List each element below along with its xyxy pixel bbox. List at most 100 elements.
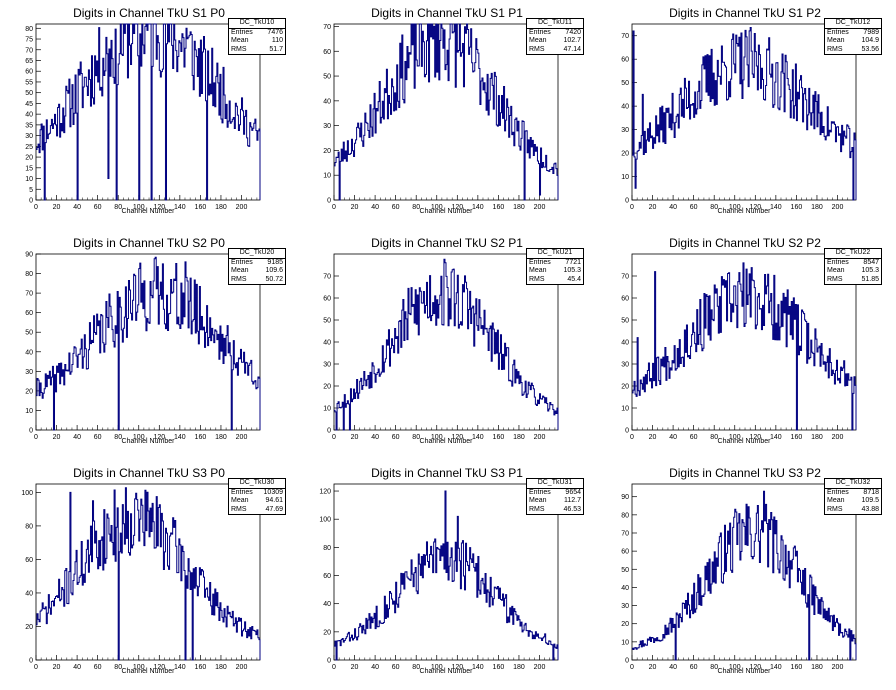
- stats-box: DC_TkU32 Entries 8718 Mean 109.5 RMS 43.88: [824, 478, 882, 516]
- x-tick-label: 0: [332, 434, 336, 441]
- stats-row-mean: Mean 109.6: [229, 267, 285, 276]
- x-tick-label: 40: [371, 204, 379, 211]
- y-tick-label: 70: [25, 47, 33, 54]
- stats-row-entries: Entries 9185: [229, 259, 285, 268]
- stats-row-entries: Entries 7476: [229, 29, 285, 38]
- y-tick-label: 0: [29, 198, 33, 205]
- histogram-pad: Digits in Channel TkU S3 P1 0 20 40 60 80 100 1…: [298, 460, 596, 690]
- x-tick-label: 0: [332, 204, 336, 211]
- histogram-plot: 0 20 40 60 80 100 120 140 160 180 200 0 20 40 60 80 100 1…: [319, 483, 559, 671]
- plot-frame: [333, 23, 559, 201]
- x-tick-label: 120: [749, 664, 761, 671]
- y-tick-label: 80: [25, 523, 33, 530]
- stats-label: Entries: [529, 488, 551, 496]
- y-tick-label: 80: [25, 26, 33, 33]
- y-tick-label: 50: [621, 80, 629, 87]
- stats-row-rms: RMS 51.7: [229, 46, 285, 55]
- x-tick-label: 20: [351, 434, 359, 441]
- x-tick-label: 40: [371, 434, 379, 441]
- chart-title: Digits in Channel TkU S1 P2: [669, 6, 821, 20]
- x-tick-label: 80: [114, 204, 122, 211]
- y-tick-label: 0: [625, 428, 629, 435]
- x-tick-label: 140: [174, 204, 186, 211]
- x-tick-label: 160: [195, 434, 207, 441]
- stats-row-rms: RMS 50.72: [229, 276, 285, 285]
- y-tick-label: 90: [25, 252, 33, 259]
- stats-label: Mean: [529, 497, 547, 505]
- y-tick-label: 80: [621, 512, 629, 519]
- histogram-series-line: [632, 262, 857, 431]
- stats-label: RMS: [827, 45, 843, 53]
- y-tick-label: 0: [29, 428, 33, 435]
- x-tick-label: 100: [133, 434, 145, 441]
- y-tick-label: 60: [323, 296, 331, 303]
- x-tick-label: 180: [215, 664, 227, 671]
- histogram-series-line: [334, 490, 559, 661]
- stats-box: DC_TkU11 Entries 7420 Mean 102.7 RMS 47.14: [526, 18, 584, 56]
- histogram-pad: Digits in Channel TkU S1 P0 0 20 40 60 80 100 1…: [0, 0, 298, 230]
- stats-row-rms: RMS 51.85: [825, 276, 881, 285]
- histogram-pad: Digits in Channel TkU S1 P1 0 20 40 60 80 100 1…: [298, 0, 596, 230]
- x-tick-label: 180: [811, 664, 823, 671]
- x-tick-label: 200: [832, 664, 844, 671]
- x-tick-label: 200: [832, 204, 844, 211]
- y-tick-label: 70: [25, 291, 33, 298]
- histogram-series-line: [632, 490, 857, 661]
- x-tick-label: 180: [513, 204, 525, 211]
- stats-row-rms: RMS 45.4: [527, 276, 583, 285]
- y-tick-label: 20: [621, 384, 629, 391]
- stats-row-entries: Entries 9654: [527, 489, 583, 498]
- y-tick-label: 120: [319, 489, 331, 496]
- x-tick-label: 100: [729, 664, 741, 671]
- stats-value: 94.61: [265, 497, 283, 505]
- stats-value: 8547: [863, 258, 879, 266]
- y-tick-label: 20: [323, 148, 331, 155]
- y-tick-label: 40: [621, 104, 629, 111]
- x-tick-label: 80: [114, 434, 122, 441]
- y-tick-label: 10: [621, 406, 629, 413]
- x-axis-label: Channel Number: [717, 208, 771, 215]
- y-tick-label: 100: [21, 490, 33, 497]
- y-tick-label: 70: [621, 33, 629, 40]
- x-tick-label: 60: [392, 664, 400, 671]
- stats-value: 50.72: [265, 275, 283, 283]
- stats-box: DC_TkU22 Entries 8547 Mean 105.3 RMS 51.85: [824, 248, 882, 286]
- stats-box-name: DC_TkU22: [825, 249, 881, 259]
- stats-row-mean: Mean 102.7: [527, 37, 583, 46]
- stats-row-mean: Mean 112.7: [527, 497, 583, 506]
- stats-value: 109.6: [265, 267, 283, 275]
- stats-label: Mean: [231, 37, 249, 45]
- x-tick-label: 160: [791, 434, 803, 441]
- y-tick-label: 60: [323, 573, 331, 580]
- y-tick-label: 60: [621, 549, 629, 556]
- x-tick-label: 200: [236, 204, 248, 211]
- stats-row-rms: RMS 47.14: [527, 46, 583, 55]
- x-axis-label: Channel Number: [717, 668, 771, 675]
- stats-value: 7420: [565, 28, 581, 36]
- x-tick-label: 140: [472, 204, 484, 211]
- stats-label: Mean: [231, 497, 249, 505]
- x-tick-label: 0: [630, 434, 634, 441]
- stats-value: 46.53: [563, 505, 581, 513]
- y-tick-label: 80: [25, 271, 33, 278]
- x-tick-label: 40: [73, 664, 81, 671]
- stats-box-name: DC_TkU11: [527, 19, 583, 29]
- x-tick-label: 80: [710, 434, 718, 441]
- y-tick-label: 30: [25, 369, 33, 376]
- x-tick-label: 120: [451, 664, 463, 671]
- y-tick-label: 0: [625, 658, 629, 665]
- histogram-series-line: [334, 23, 559, 201]
- y-tick-label: 35: [25, 122, 33, 129]
- y-tick-label: 70: [621, 274, 629, 281]
- x-tick-label: 160: [493, 204, 505, 211]
- x-tick-label: 140: [770, 664, 782, 671]
- x-tick-label: 160: [195, 664, 207, 671]
- y-tick-label: 5: [29, 187, 33, 194]
- x-tick-label: 40: [73, 434, 81, 441]
- stats-row-rms: RMS 46.53: [527, 506, 583, 515]
- stats-label: RMS: [827, 505, 843, 513]
- stats-value: 110: [271, 37, 283, 45]
- x-axis-label: Channel Number: [121, 208, 175, 215]
- y-tick-label: 50: [621, 567, 629, 574]
- x-tick-label: 20: [649, 664, 657, 671]
